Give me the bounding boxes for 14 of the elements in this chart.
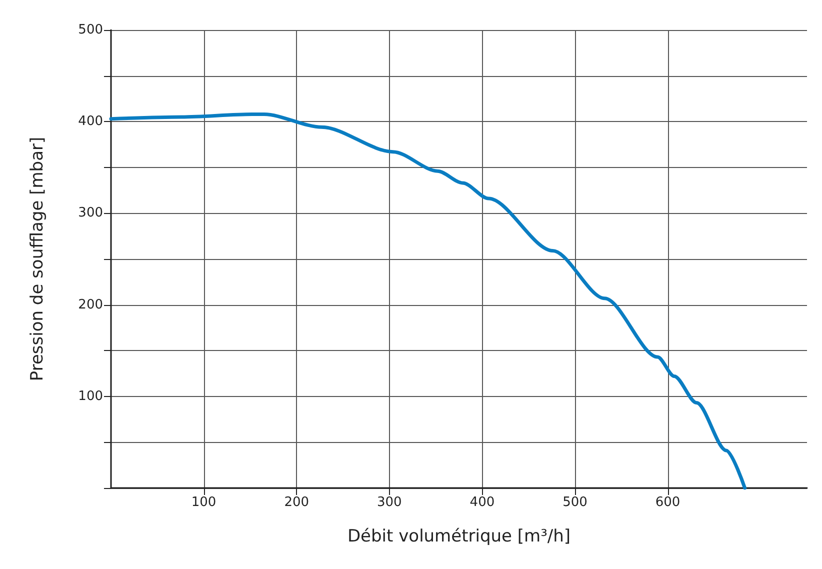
y-tick-label: 400 bbox=[78, 114, 103, 130]
line-series bbox=[109, 112, 747, 490]
x-tick-label: 600 bbox=[655, 495, 680, 510]
y-tick-label: 500 bbox=[78, 22, 103, 38]
x-tick-label: 300 bbox=[376, 495, 402, 510]
y-tick-label: 100 bbox=[78, 388, 103, 404]
y-tick-label: 300 bbox=[78, 206, 103, 221]
x-tick-label: 400 bbox=[470, 495, 495, 510]
x-axis-title: Débit volumétrique [m³/h] bbox=[347, 526, 571, 546]
x-tick-label: 100 bbox=[191, 495, 216, 510]
x-tick-label: 200 bbox=[284, 495, 310, 510]
y-axis-title: Pression de soufflage [mbar] bbox=[28, 136, 48, 382]
x-tick-label: 500 bbox=[562, 495, 588, 510]
y-tick-label: 200 bbox=[78, 297, 103, 312]
